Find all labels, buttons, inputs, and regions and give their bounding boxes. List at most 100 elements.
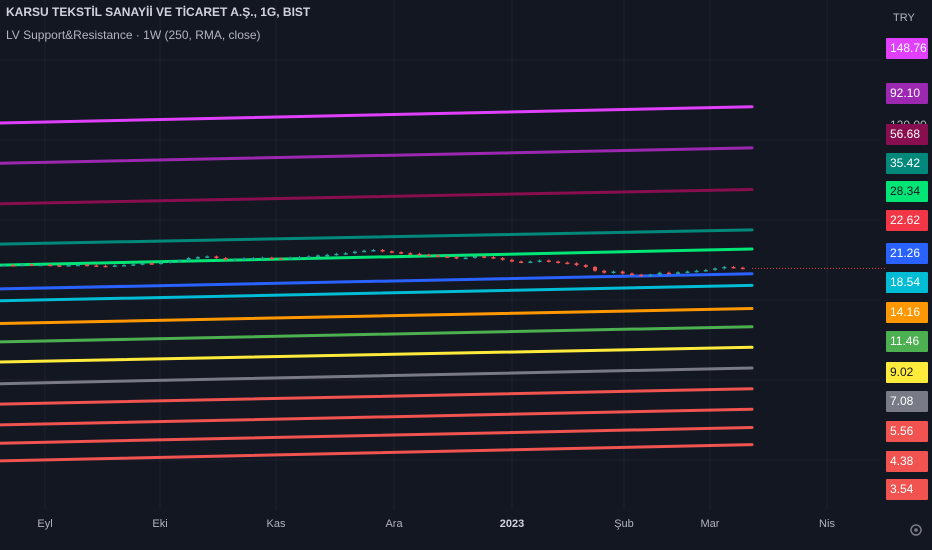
time-label-0: Eyl	[37, 518, 53, 530]
candle-body	[722, 266, 727, 269]
price-label-14[interactable]: 3.54	[886, 479, 928, 500]
candle-body	[168, 261, 173, 263]
candle-body	[279, 258, 283, 260]
candle-body	[186, 258, 191, 261]
candle-body	[140, 263, 145, 265]
candle-body	[537, 260, 542, 262]
level-line-1	[0, 146, 754, 165]
candle-body	[731, 266, 736, 269]
candle-body	[556, 261, 561, 263]
candle-body	[666, 272, 671, 275]
candle-body	[417, 253, 422, 256]
level-line-14	[0, 443, 754, 463]
candle-body	[11, 265, 16, 267]
level-line-7	[0, 307, 754, 325]
time-label-1: Eki	[152, 518, 168, 530]
level-line-12	[0, 407, 754, 427]
price-label-1[interactable]: 92.10	[886, 83, 928, 104]
candle-body	[94, 265, 99, 267]
time-label-3: Ara	[385, 518, 403, 530]
candle-body	[362, 250, 367, 253]
level-line-13	[0, 426, 754, 445]
candle-body	[159, 262, 163, 265]
level-line-5	[0, 272, 754, 291]
candle-body	[66, 265, 71, 267]
candle-body	[223, 258, 228, 260]
symbol-title[interactable]: KARSU TEKSTİL SANAYİİ VE TİCARET A.Ş., 1…	[6, 5, 311, 19]
candle-body	[343, 253, 348, 255]
candle-body	[454, 257, 459, 259]
candle-body	[149, 263, 154, 265]
time-label-5: Şub	[614, 518, 634, 530]
price-label-8[interactable]: 14.16	[886, 302, 928, 323]
candle-body	[131, 264, 136, 266]
candle-body	[325, 254, 330, 257]
candle-body	[75, 264, 80, 267]
candle-body	[620, 271, 625, 274]
candle-body	[426, 254, 431, 257]
time-label-4: 2023	[499, 518, 525, 530]
candle-body	[288, 257, 293, 260]
price-label-10[interactable]: 9.02	[886, 362, 928, 383]
candle-body	[528, 261, 533, 263]
candle-body	[112, 265, 117, 267]
price-label-6[interactable]: 21.26	[886, 243, 928, 264]
candle-body	[380, 250, 385, 252]
price-label-0[interactable]: 148.76	[886, 38, 928, 59]
candle-body	[703, 270, 708, 272]
candle-body	[491, 257, 496, 259]
price-label-7[interactable]: 18.54	[886, 272, 928, 293]
candle-body	[242, 258, 247, 260]
candle-body	[685, 271, 690, 273]
price-label-4[interactable]: 28.34	[886, 181, 928, 202]
candle-body	[214, 256, 219, 259]
level-line-10	[0, 366, 754, 386]
candle-body	[602, 270, 607, 273]
candle-body	[2, 265, 6, 267]
candle-body	[630, 273, 634, 275]
candle-body	[648, 274, 653, 277]
currency-label[interactable]: TRY	[893, 12, 915, 24]
candle-body	[205, 256, 210, 258]
candle-body	[103, 265, 108, 268]
candle-body	[583, 265, 588, 267]
price-label-5[interactable]: 22.62	[886, 210, 928, 231]
candle-body	[694, 270, 699, 273]
price-label-2[interactable]: 56.68	[886, 124, 928, 145]
price-label-12[interactable]: 5.56	[886, 421, 928, 442]
candle-body	[713, 268, 718, 270]
candle-body	[20, 264, 25, 266]
gear-icon[interactable]	[908, 522, 924, 538]
time-label-7: Nis	[819, 518, 835, 530]
candle-body	[85, 264, 90, 267]
level-line-6	[0, 283, 754, 303]
candle-body	[269, 257, 274, 260]
candle-body	[38, 264, 43, 267]
level-line-8	[0, 325, 754, 344]
candle-body	[519, 261, 524, 263]
candle-body	[509, 259, 514, 262]
candle-body	[251, 258, 256, 260]
indicator-legend[interactable]: LV Support&Resistance · 1W (250, RMA, cl…	[6, 28, 261, 42]
candle-body	[334, 253, 339, 256]
candle-body	[740, 267, 745, 270]
candle-body	[473, 256, 477, 258]
price-label-13[interactable]: 4.38	[886, 451, 928, 472]
candle-body	[316, 255, 320, 257]
candle-body	[445, 256, 450, 258]
candle-body	[482, 256, 487, 258]
price-label-9[interactable]: 11.46	[886, 331, 928, 352]
price-label-3[interactable]: 35.42	[886, 153, 928, 174]
candle-body	[565, 262, 570, 265]
candle-body	[399, 252, 404, 254]
price-label-11[interactable]: 7.08	[886, 391, 928, 412]
candle-body	[389, 251, 394, 253]
candle-body	[371, 250, 376, 252]
candle-body	[352, 251, 357, 254]
candle-body	[195, 257, 200, 259]
candle-body	[463, 257, 468, 260]
candle-body	[500, 258, 505, 260]
candle-body	[593, 266, 597, 271]
